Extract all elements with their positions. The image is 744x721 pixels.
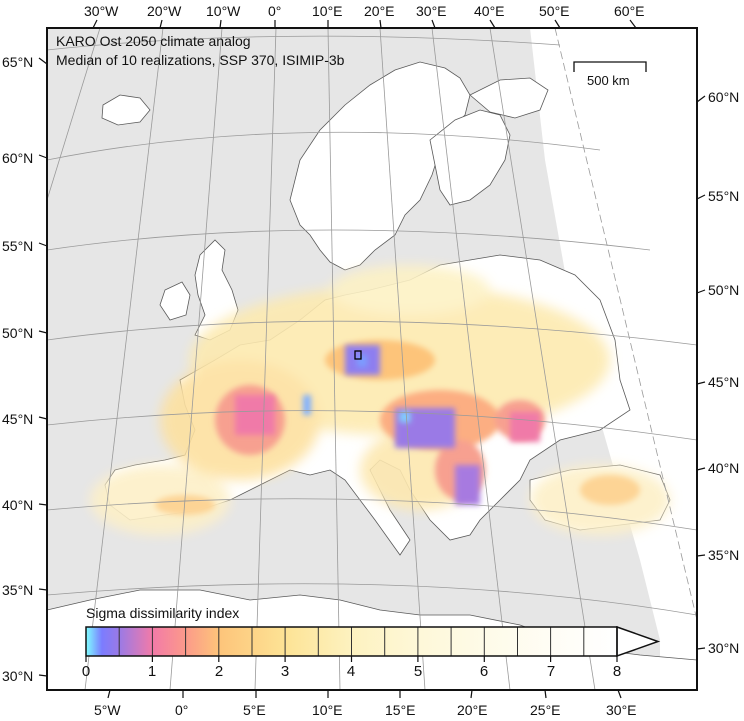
colorbar [85, 625, 661, 662]
colorbar-title: Sigma dissimilarity index [86, 605, 240, 621]
colorbar-tick: 1 [147, 663, 157, 680]
top-axis-label: 20°E [364, 3, 395, 19]
right-axis-label: 50°N [708, 282, 740, 298]
bottom-axis-label: 5°E [243, 702, 266, 718]
axis-ticks [38, 19, 706, 699]
right-axis-label: 45°N [708, 374, 740, 390]
scale-bar-label: 500 km [587, 73, 630, 88]
top-axis-label: 0° [268, 3, 282, 19]
map-frame [46, 27, 698, 691]
bottom-axis-label: 0° [175, 702, 189, 718]
bottom-axis-label: 20°E [457, 702, 488, 718]
bottom-axis-label: 10°E [312, 702, 343, 718]
colorbar-tick: 5 [413, 663, 423, 680]
colorbar-tick: 2 [214, 663, 224, 680]
colorbar-tick: 3 [280, 663, 290, 680]
top-axis-label: 50°E [539, 3, 570, 19]
right-axis-label: 40°N [708, 460, 740, 476]
map-subtitle: Median of 10 realizations, SSP 370, ISIM… [56, 52, 345, 68]
colorbar-tick: 6 [479, 663, 489, 680]
bottom-axis-label: 30°E [606, 702, 637, 718]
top-axis-label: 10°E [312, 3, 343, 19]
map-title: KARO Ost 2050 climate analog [56, 33, 251, 49]
right-axis-label: 60°N [708, 89, 740, 105]
left-axis-label: 50°N [2, 325, 34, 341]
bottom-axis-label: 15°E [385, 702, 416, 718]
bottom-axis-label: 25°E [530, 702, 561, 718]
left-axis-label: 35°N [2, 582, 34, 598]
right-axis-label: 35°N [708, 547, 740, 563]
right-axis-label: 30°N [708, 640, 740, 656]
top-axis-label: 20°W [147, 3, 182, 19]
left-axis-label: 60°N [2, 150, 34, 166]
top-axis-label: 30°W [84, 3, 119, 19]
left-axis-label: 55°N [2, 238, 34, 254]
scale-bar [573, 61, 647, 72]
colorbar-tick: 4 [346, 663, 356, 680]
colorbar-tick: 0 [81, 663, 91, 680]
left-axis-label: 30°N [2, 668, 34, 684]
top-axis-label: 30°E [416, 3, 447, 19]
right-axis-label: 55°N [708, 188, 740, 204]
colorbar-tick: 7 [546, 663, 556, 680]
top-axis-label: 60°E [614, 3, 645, 19]
left-axis-label: 65°N [2, 54, 34, 70]
left-axis-label: 40°N [2, 497, 34, 513]
colorbar-tick: 8 [612, 663, 622, 680]
map-area [47, 28, 697, 690]
bottom-axis-label: 5°W [94, 702, 121, 718]
top-axis-label: 40°E [474, 3, 505, 19]
top-axis-label: 10°W [206, 3, 241, 19]
study-area-box [354, 350, 362, 360]
graticule [47, 28, 697, 690]
left-axis-label: 45°N [2, 411, 34, 427]
sigma-field [90, 265, 670, 535]
